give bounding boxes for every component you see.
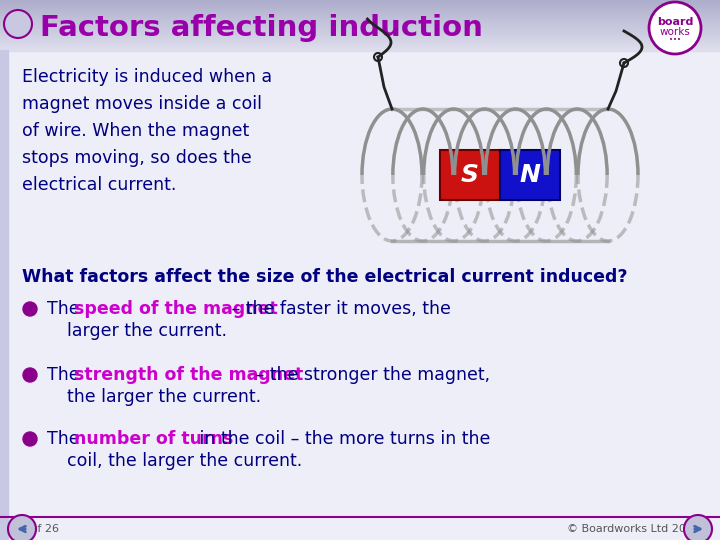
- Text: number of turns: number of turns: [74, 430, 233, 448]
- Bar: [0, 24, 720, 25]
- Bar: [0, 38, 720, 39]
- Bar: [0, 5, 720, 6]
- Bar: [0, 0, 720, 2]
- FancyArrowPatch shape: [695, 526, 700, 532]
- Bar: [0, 6, 720, 8]
- Bar: [0, 31, 720, 32]
- Bar: [0, 36, 720, 37]
- Bar: [0, 16, 720, 17]
- Bar: [0, 11, 720, 12]
- Bar: [0, 9, 720, 10]
- Circle shape: [4, 10, 32, 38]
- Text: The: The: [47, 430, 85, 448]
- Bar: [0, 4, 720, 5]
- Bar: [0, 50, 8, 540]
- Bar: [0, 22, 720, 24]
- Text: of wire. When the magnet: of wire. When the magnet: [22, 122, 249, 140]
- Bar: [0, 35, 720, 37]
- Bar: [0, 14, 720, 16]
- Bar: [0, 28, 720, 30]
- Bar: [0, 34, 720, 36]
- Bar: [0, 49, 720, 51]
- Text: strength of the magnet: strength of the magnet: [74, 366, 303, 384]
- Bar: [440, 150, 500, 200]
- Bar: [0, 30, 720, 31]
- Text: What factors affect the size of the electrical current induced?: What factors affect the size of the elec…: [22, 268, 628, 286]
- Bar: [0, 46, 720, 48]
- Bar: [0, 26, 720, 28]
- Bar: [0, 40, 720, 42]
- Bar: [0, 12, 720, 14]
- Bar: [0, 18, 720, 19]
- Bar: [0, 3, 720, 4]
- Bar: [0, 39, 720, 40]
- Text: speed of the magnet: speed of the magnet: [74, 300, 278, 318]
- Bar: [0, 19, 720, 21]
- Bar: [0, 8, 720, 10]
- Bar: [0, 33, 720, 35]
- Bar: [0, 25, 720, 26]
- Text: Electricity is induced when a: Electricity is induced when a: [22, 68, 272, 86]
- Bar: [0, 32, 720, 33]
- Bar: [0, 37, 720, 38]
- Text: •••: •••: [669, 37, 681, 43]
- Bar: [0, 17, 720, 18]
- Text: – the faster it moves, the: – the faster it moves, the: [226, 300, 451, 318]
- Bar: [500, 150, 560, 200]
- Bar: [0, 44, 720, 45]
- Bar: [0, 23, 720, 24]
- Text: board: board: [657, 17, 693, 27]
- Circle shape: [649, 2, 701, 54]
- Bar: [0, 7, 720, 9]
- Text: coil, the larger the current.: coil, the larger the current.: [67, 452, 302, 470]
- Text: The: The: [47, 366, 85, 384]
- Bar: [0, 45, 720, 46]
- Bar: [0, 48, 720, 50]
- Bar: [0, 21, 720, 23]
- Text: works: works: [660, 27, 690, 37]
- Bar: [0, 41, 720, 43]
- Text: magnet moves inside a coil: magnet moves inside a coil: [22, 95, 262, 113]
- Text: stops moving, so does the: stops moving, so does the: [22, 149, 252, 167]
- Bar: [0, 42, 720, 44]
- FancyArrowPatch shape: [20, 526, 25, 532]
- Text: larger the current.: larger the current.: [67, 322, 227, 340]
- Bar: [0, 10, 720, 11]
- Text: in the coil – the more turns in the: in the coil – the more turns in the: [194, 430, 490, 448]
- Circle shape: [684, 515, 712, 540]
- Circle shape: [23, 368, 37, 382]
- Text: N: N: [520, 163, 541, 187]
- Text: – the stronger the magnet,: – the stronger the magnet,: [251, 366, 490, 384]
- Bar: [0, 27, 720, 29]
- Bar: [0, 29, 720, 30]
- Circle shape: [23, 432, 37, 446]
- Bar: [0, 1, 720, 3]
- Bar: [0, 47, 720, 49]
- Text: S: S: [461, 163, 479, 187]
- Text: electrical current.: electrical current.: [22, 176, 176, 194]
- Circle shape: [8, 515, 36, 540]
- Bar: [0, 43, 720, 44]
- Text: © Boardworks Ltd 2006: © Boardworks Ltd 2006: [567, 524, 700, 534]
- Bar: [0, 15, 720, 17]
- Circle shape: [23, 302, 37, 316]
- Text: 8 of 26: 8 of 26: [20, 524, 59, 534]
- Bar: [0, 2, 720, 3]
- Text: Factors affecting induction: Factors affecting induction: [40, 14, 483, 42]
- Text: the larger the current.: the larger the current.: [67, 388, 261, 406]
- Bar: [0, 13, 720, 15]
- Bar: [0, 20, 720, 22]
- Text: The: The: [47, 300, 85, 318]
